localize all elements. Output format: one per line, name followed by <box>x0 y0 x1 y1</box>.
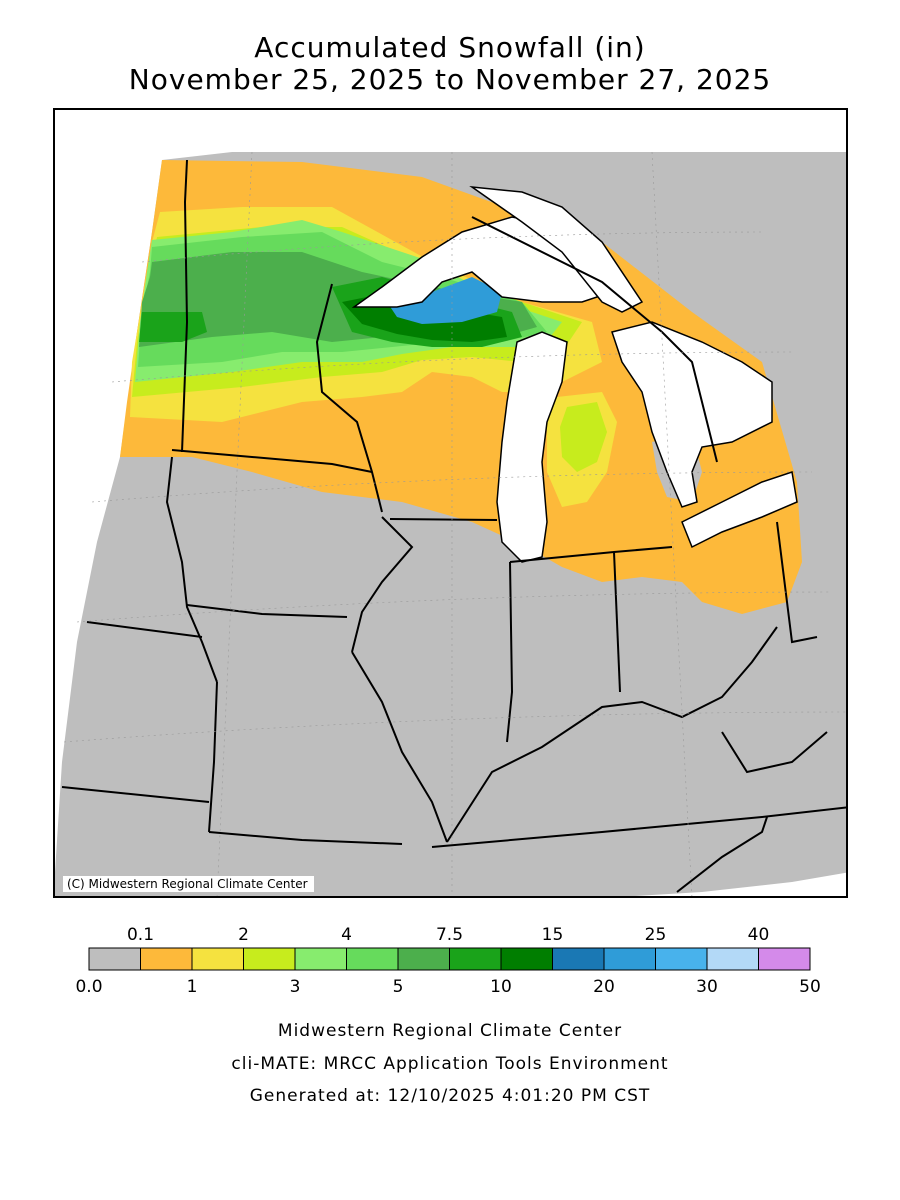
legend-bottom-label: 0.0 <box>75 977 102 997</box>
border-il-mo <box>351 651 448 843</box>
legend-swatch <box>140 947 193 971</box>
legend-bottom-labels: 0.0 1 3 5 10 20 30 50 <box>75 977 820 997</box>
border-wv-va <box>721 731 828 774</box>
legend-top-label: 4 <box>341 925 352 945</box>
map-title: Accumulated Snowfall (in) <box>254 31 646 64</box>
legend-top-label: 25 <box>645 925 667 945</box>
footer-line-2: cli-MATE: MRCC Application Tools Environ… <box>231 1054 669 1074</box>
state-boundaries <box>61 159 846 893</box>
legend-swatch <box>500 947 553 971</box>
border-ia-il <box>351 516 414 653</box>
legend-swatch <box>449 947 502 971</box>
border-mn-ia <box>171 449 373 473</box>
legend-swatch <box>603 947 656 971</box>
border-west <box>61 621 210 803</box>
snowfall-map: (C) Midwestern Regional Climate Center <box>53 108 848 898</box>
border-tn-south <box>676 816 768 893</box>
graticule <box>63 151 846 896</box>
legend-top-label: 2 <box>238 925 249 945</box>
legend-bottom-label: 3 <box>290 977 301 997</box>
lake-huron <box>611 321 773 508</box>
border-upper-mi <box>471 216 718 463</box>
legend-swatches <box>88 947 811 971</box>
legend-swatch <box>294 947 347 971</box>
border-oh-pa <box>776 521 818 644</box>
border-il-in <box>506 561 514 743</box>
map-graphic <box>55 151 846 896</box>
border-ks-mo <box>208 681 218 833</box>
legend-swatch <box>243 947 296 971</box>
legend-swatch <box>191 947 244 971</box>
border-ia-mo <box>186 604 348 618</box>
border-ohio-river <box>446 626 778 843</box>
legend-top-labels: 0.1 2 4 7.5 15 25 40 <box>127 925 769 945</box>
footer-line-1: Midwestern Regional Climate Center <box>277 1021 623 1041</box>
legend-top-label: 7.5 <box>436 925 463 945</box>
border-ky-tn <box>431 806 846 848</box>
map-subtitle: November 25, 2025 to November 27, 2025 <box>128 63 772 96</box>
legend-swatch <box>552 947 605 971</box>
border-wi-il <box>389 518 498 521</box>
border-ne-ia <box>165 456 218 683</box>
legend-bottom-label: 30 <box>696 977 718 997</box>
legend-swatch <box>346 947 399 971</box>
legend-swatch <box>88 947 141 971</box>
legend-top-label: 0.1 <box>127 925 154 945</box>
border-in-oh <box>613 551 621 693</box>
legend-swatch <box>706 947 759 971</box>
border-mo-ar <box>208 831 403 845</box>
legend-bottom-label: 5 <box>393 977 404 997</box>
lake-erie <box>681 471 798 549</box>
legend-top-label: 40 <box>748 925 770 945</box>
border-nd-mn <box>181 159 189 453</box>
legend-swatch <box>655 947 708 971</box>
region-michigan-lime <box>560 402 607 472</box>
legend-bottom-label: 20 <box>593 977 615 997</box>
footer-line-3: Generated at: 12/10/2025 4:01:20 PM CST <box>249 1086 651 1106</box>
region-blue <box>387 277 502 324</box>
lake-michigan <box>496 331 568 563</box>
legend-bottom-label: 1 <box>187 977 198 997</box>
legend-bottom-label: 50 <box>799 977 821 997</box>
border-mi-in-oh <box>509 546 673 563</box>
color-legend: 0.1 2 4 7.5 15 25 40 0.0 1 3 5 10 20 30 50 <box>75 925 820 997</box>
border-mn-wi <box>315 283 383 513</box>
copyright-label: (C) Midwestern Regional Climate Center <box>63 876 314 892</box>
legend-top-label: 15 <box>542 925 564 945</box>
legend-bottom-label: 10 <box>490 977 512 997</box>
legend-swatch <box>397 947 450 971</box>
legend-swatch <box>758 947 811 971</box>
